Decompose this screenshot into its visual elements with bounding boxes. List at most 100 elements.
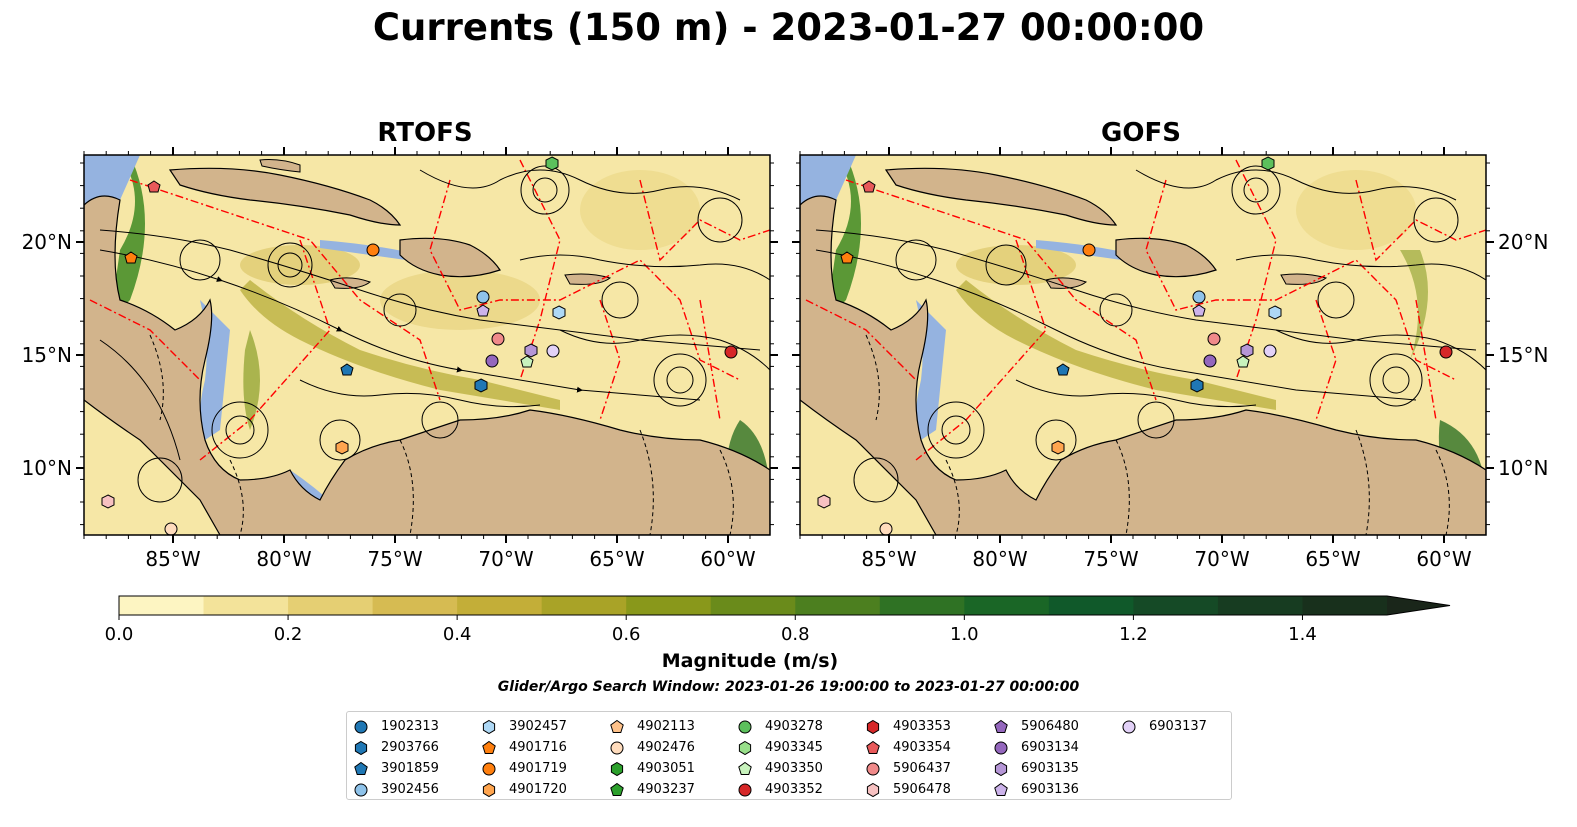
streamlines <box>99 165 770 503</box>
float-5906478 <box>817 494 831 509</box>
x-tick-label: 80°W <box>256 547 311 571</box>
colorbar-bin <box>1048 596 1134 615</box>
hispaniola <box>399 237 501 278</box>
float-2903766 <box>1190 378 1204 393</box>
legend-entry: 5906478 <box>865 779 993 800</box>
colorbar-bin <box>1302 596 1388 615</box>
pentagon-marker-icon <box>482 740 496 754</box>
colorbar-bin <box>541 596 627 615</box>
legend-label: 6903134 <box>1021 740 1079 755</box>
float-4901716 <box>840 251 854 264</box>
colorbar-tick-label: 0.2 <box>274 624 303 645</box>
float-4901720 <box>335 440 349 455</box>
float-4903354 <box>862 180 876 193</box>
legend-entry: 4903345 <box>737 737 865 758</box>
legend-label: 5906480 <box>1021 719 1079 734</box>
pacific-ocean-field <box>800 400 936 535</box>
legend-label: 4903345 <box>765 740 823 755</box>
float-markers <box>101 156 738 535</box>
cuba <box>884 167 1118 226</box>
legend-label: 4903237 <box>637 782 695 797</box>
float-4902476 <box>164 522 178 535</box>
gulf-water <box>800 155 856 205</box>
legend-entry: 3902457 <box>481 716 609 737</box>
x-tick-label: 60°W <box>700 547 755 571</box>
float-4903278-marker <box>545 156 559 171</box>
legend-entry: 4903354 <box>865 737 993 758</box>
legend-entry: 4903051 <box>609 758 737 779</box>
float-4901719 <box>1082 243 1096 257</box>
y-tick-label: 15°N <box>22 343 72 367</box>
legend-label: 2903766 <box>381 740 439 755</box>
legend-entry: 4903353 <box>865 716 993 737</box>
hexagon-marker-icon <box>866 782 880 797</box>
country-borders <box>149 334 734 535</box>
legend-entry: 1902313 <box>353 716 481 737</box>
float-6903137 <box>1263 344 1277 358</box>
float-3902456 <box>476 290 490 304</box>
colorbar-bin <box>203 596 289 615</box>
circle-marker-icon <box>738 720 752 733</box>
float-4903352 <box>724 345 738 359</box>
hispaniola <box>1115 237 1217 278</box>
x-tick-label: 65°W <box>1305 547 1360 571</box>
circle-marker-icon <box>866 762 880 775</box>
x-tick-label: 80°W <box>972 547 1027 571</box>
country-borders <box>865 334 1450 535</box>
legend-entry: 4903350 <box>737 758 865 779</box>
y-tick-label: 15°N <box>1498 343 1548 367</box>
legend-label: 3901859 <box>381 761 439 776</box>
float-4903352 <box>1439 345 1453 359</box>
map-rtofs <box>84 155 770 535</box>
legend-label: 5906437 <box>893 761 951 776</box>
float-3901859 <box>340 363 354 376</box>
float-5906478 <box>101 494 115 509</box>
legend-label: 4903051 <box>637 761 695 776</box>
legend-entry: 4903237 <box>609 779 737 800</box>
float-4901720 <box>1051 440 1065 455</box>
legend-label: 4901719 <box>509 761 567 776</box>
legend-entry: 5906437 <box>865 758 993 779</box>
legend-label: 1902313 <box>381 719 439 734</box>
legend-entry: 4902113 <box>609 716 737 737</box>
legend-entry: 5906480 <box>993 716 1121 737</box>
central-south-america-land <box>84 195 770 535</box>
legend-label: 4903350 <box>765 761 823 776</box>
colorbar-tick-label: 0.0 <box>105 624 134 645</box>
hexagon-marker-icon <box>610 761 624 776</box>
circle-marker-icon <box>610 741 624 754</box>
float-3902456 <box>1192 290 1206 304</box>
legend-entry: 4903352 <box>737 779 865 800</box>
pacific-coastline <box>84 399 221 535</box>
legend-label: 5906478 <box>893 782 951 797</box>
gulf-water <box>84 155 140 205</box>
colorbar-bin <box>710 596 796 615</box>
pacific-ocean-field <box>84 400 220 535</box>
float-6903134 <box>485 354 499 368</box>
gulf-stream-core <box>110 155 145 320</box>
map-title-rtofs: RTOFS <box>377 118 473 148</box>
y-tick-label: 20°N <box>1498 230 1548 254</box>
legend-entry: 2903766 <box>353 737 481 758</box>
current-patch <box>956 245 1076 285</box>
map-gofs <box>800 155 1486 535</box>
cuba <box>168 167 402 226</box>
hexagon-marker-icon <box>738 740 752 755</box>
float-4903350 <box>1236 355 1250 368</box>
float-6903136 <box>1192 304 1206 317</box>
x-tick-label: 65°W <box>589 547 644 571</box>
legend-label: 4903353 <box>893 719 951 734</box>
float-3902457 <box>552 305 566 320</box>
colorbar-extend <box>1387 596 1450 615</box>
pentagon-marker-icon <box>610 782 624 796</box>
circle-marker-icon <box>994 741 1008 754</box>
caribbean-current <box>956 280 1276 410</box>
legend-entry: 6903136 <box>993 779 1121 800</box>
legend-label: 4903278 <box>765 719 823 734</box>
pentagon-marker-icon <box>994 782 1008 796</box>
legend-entry: 6903135 <box>993 758 1121 779</box>
float-4903350 <box>520 355 534 368</box>
y-tick-label: 20°N <box>22 230 72 254</box>
map-axes: 85°W 80°W 75°W 70°W 65°W 60°W 20°N 15°N 10°N 85°W… <box>22 147 1548 571</box>
colorbar-bin <box>119 596 205 615</box>
